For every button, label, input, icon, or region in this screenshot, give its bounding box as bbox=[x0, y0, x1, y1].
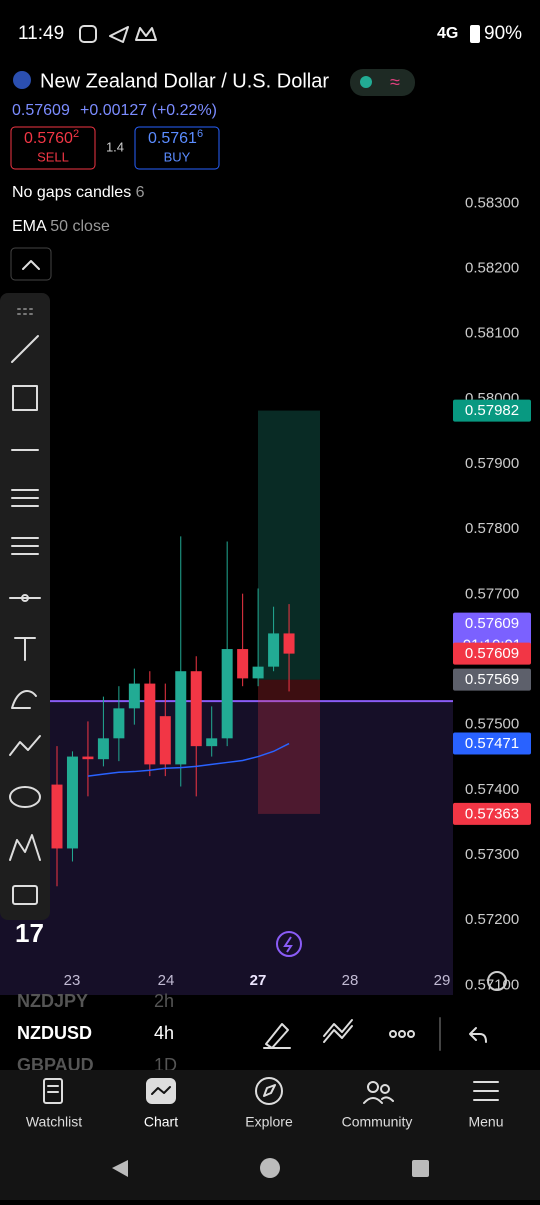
market-open-dot bbox=[360, 76, 372, 88]
candle-body bbox=[144, 683, 156, 765]
bottom-nav bbox=[0, 1070, 540, 1140]
nav-icons bbox=[43, 1077, 499, 1105]
settings-button[interactable] bbox=[487, 971, 507, 991]
buy-button[interactable] bbox=[134, 126, 220, 170]
last-price: 0.57609 bbox=[12, 102, 70, 119]
y-tick-label: 0.58200 bbox=[465, 259, 519, 276]
symbol-title: New Zealand Dollar / U.S. Dollar bbox=[40, 70, 329, 92]
battery-icon bbox=[470, 25, 480, 43]
watchlist-symbol[interactable]: GBPAUD bbox=[17, 1055, 94, 1075]
x-tick-label: 24 bbox=[158, 972, 175, 989]
loss-zone bbox=[258, 679, 320, 814]
y-tick-label: 0.57900 bbox=[465, 455, 519, 472]
recents-button[interactable] bbox=[412, 1160, 429, 1177]
candle-body bbox=[66, 756, 78, 849]
status-battery: 90% bbox=[484, 23, 522, 44]
price-tag bbox=[453, 732, 531, 755]
candle-body bbox=[113, 708, 125, 739]
bolt-icon bbox=[283, 936, 293, 953]
x-tick-label: 27 bbox=[250, 972, 267, 989]
nav-label[interactable]: Chart bbox=[144, 1114, 178, 1130]
home-button[interactable] bbox=[260, 1158, 280, 1178]
x-tick-label: 28 bbox=[342, 972, 359, 989]
candle-body bbox=[128, 683, 140, 709]
y-tick-label: 0.57200 bbox=[465, 911, 519, 928]
nav-label[interactable]: Menu bbox=[468, 1114, 503, 1130]
x-tick-label: 23 bbox=[64, 972, 81, 989]
y-tick-label: 0.57800 bbox=[465, 520, 519, 537]
candle-body bbox=[206, 738, 218, 747]
ema-line bbox=[87, 742, 290, 777]
candle-body bbox=[268, 633, 280, 667]
wave-icon: ≈ bbox=[390, 72, 400, 92]
indicator-legend[interactable]: No gaps candles 6 bbox=[12, 184, 145, 201]
candle-body bbox=[51, 784, 63, 849]
indicator-legend[interactable]: EMA 50 close bbox=[12, 218, 110, 235]
chart-actions[interactable] bbox=[263, 1017, 487, 1051]
candle-body bbox=[97, 738, 109, 760]
chevron-up bbox=[22, 260, 40, 270]
y-tick-label: 0.58300 bbox=[465, 194, 519, 211]
watchlist-interval: 4h bbox=[154, 1023, 174, 1043]
candle-body bbox=[159, 716, 171, 765]
price-tag bbox=[453, 399, 531, 422]
drawing-toolbar bbox=[0, 293, 50, 920]
status-time: 11:49 bbox=[18, 23, 64, 44]
price-change: +0.00127 (+0.22%) bbox=[80, 102, 217, 119]
candle-body bbox=[82, 756, 94, 760]
status-pill[interactable] bbox=[350, 69, 415, 96]
price-tag bbox=[453, 802, 531, 825]
nav-label[interactable]: Explore bbox=[245, 1114, 293, 1130]
watchlist-interval: 2h bbox=[154, 991, 174, 1011]
y-tick-label: 0.57400 bbox=[465, 781, 519, 798]
price-tag-label: 0.57569 bbox=[465, 671, 519, 688]
nav-label[interactable]: Watchlist bbox=[26, 1114, 82, 1130]
price-tag-label: 0.57982 bbox=[465, 402, 519, 419]
y-tick-label: 0.57100 bbox=[465, 976, 519, 993]
watchlist-symbol[interactable]: NZDUSD bbox=[17, 1023, 92, 1043]
x-tick-label: 29 bbox=[434, 972, 451, 989]
candle-body bbox=[175, 671, 187, 765]
sell-price: 0.57602 bbox=[24, 128, 79, 147]
price-tag bbox=[453, 668, 531, 691]
replay-button[interactable] bbox=[276, 931, 302, 957]
tool-icons[interactable] bbox=[9, 308, 41, 905]
chart: 0.583000.582000.581000.580000.579000.578… bbox=[0, 194, 531, 1058]
buy-price: 0.57616 bbox=[148, 128, 203, 147]
price-tag-label: 0.57363 bbox=[465, 805, 519, 822]
y-tick-label: 0.57500 bbox=[465, 716, 519, 733]
watchlist-strip bbox=[0, 995, 540, 1070]
y-tick-label: 0.58100 bbox=[465, 325, 519, 342]
watchlist-symbol[interactable]: NZDJPY bbox=[17, 991, 88, 1011]
spread: 1.4 bbox=[106, 139, 124, 154]
price-tag-label: 0.57471 bbox=[465, 735, 519, 752]
candle-body bbox=[283, 633, 295, 654]
candle-body bbox=[190, 671, 202, 747]
buy-label: BUY bbox=[164, 149, 191, 164]
nav-label[interactable]: Community bbox=[342, 1114, 413, 1130]
logo: 17 bbox=[15, 918, 44, 948]
sell-label: SELL bbox=[37, 149, 69, 164]
candle-body bbox=[221, 649, 233, 739]
candle-body bbox=[252, 666, 264, 679]
collapse-button[interactable] bbox=[10, 247, 52, 281]
flag-icon bbox=[13, 71, 31, 89]
watchlist-interval: 1D bbox=[154, 1055, 177, 1075]
price-tag bbox=[453, 642, 531, 665]
y-tick-label: 0.57700 bbox=[465, 585, 519, 602]
status-icons bbox=[79, 25, 157, 43]
sell-button[interactable] bbox=[10, 126, 96, 170]
zone-fill bbox=[0, 701, 453, 1010]
price-tag-label: 0.57609 bbox=[465, 645, 519, 662]
candle-body bbox=[237, 649, 249, 679]
back-button[interactable] bbox=[112, 1160, 128, 1177]
y-tick-label: 0.57300 bbox=[465, 846, 519, 863]
price-tag-label: 0.57609 bbox=[465, 615, 519, 632]
status-network: 4G bbox=[437, 25, 458, 42]
